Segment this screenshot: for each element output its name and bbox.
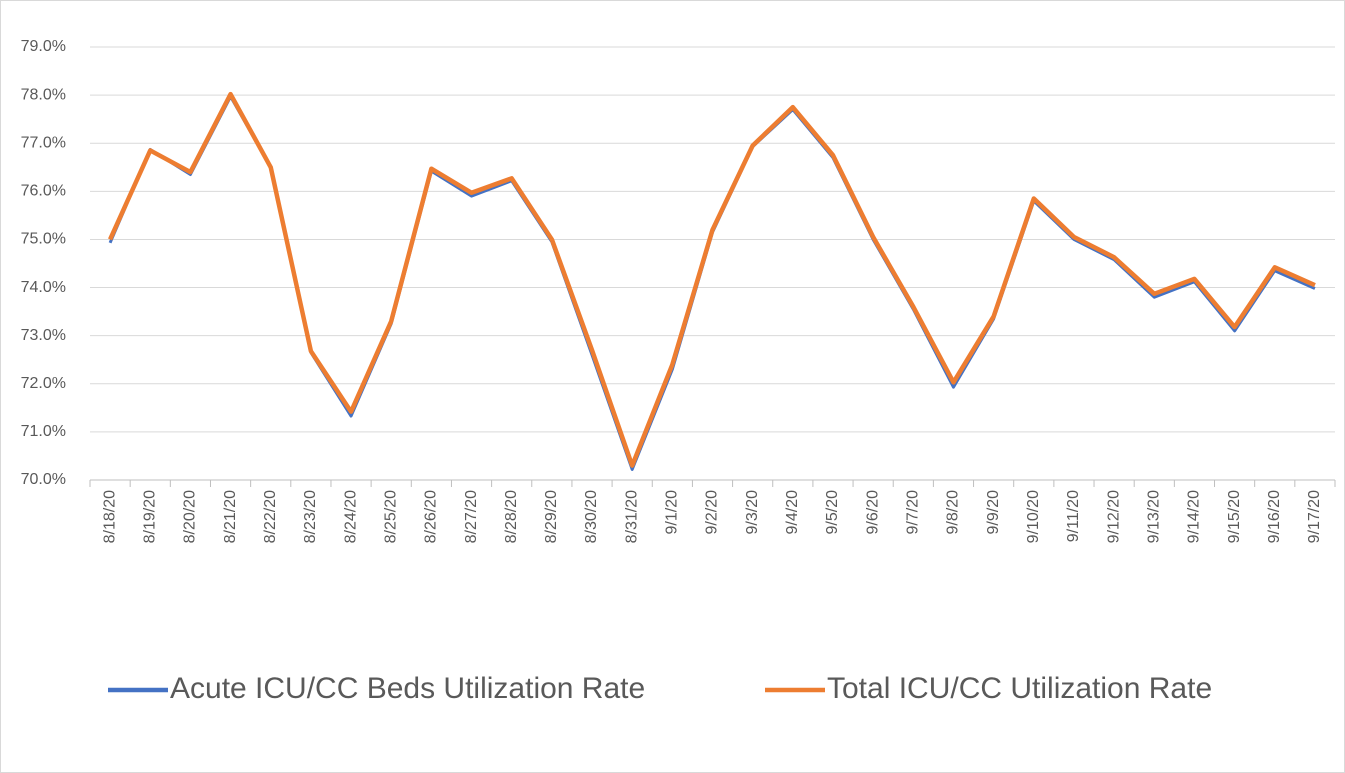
legend: Acute ICU/CC Beds Utilization Rate Total … (108, 672, 1212, 705)
y-tick-label: 70.0% (21, 471, 66, 488)
x-tick-label: 9/8/20 (945, 490, 962, 535)
x-tick-label: 8/30/20 (583, 490, 600, 543)
series-line (108, 91, 1316, 468)
x-tick-label: 9/6/20 (864, 490, 881, 535)
y-tick-label: 72.0% (21, 375, 66, 392)
y-tick-label: 78.0% (21, 86, 66, 103)
legend-label: Acute ICU/CC Beds Utilization Rate (170, 672, 645, 705)
x-tick-label: 9/14/20 (1186, 490, 1203, 543)
x-tick-label: 9/3/20 (744, 490, 761, 535)
x-tick-label: 8/18/20 (101, 490, 118, 543)
y-tick-label: 76.0% (21, 183, 66, 200)
x-tick-label: 8/22/20 (262, 490, 279, 543)
x-tick-label: 9/9/20 (985, 490, 1002, 535)
y-tick-label: 75.0% (21, 231, 66, 248)
x-tick-label: 8/21/20 (222, 490, 239, 543)
y-tick-label: 77.0% (21, 134, 66, 151)
x-tick-label: 9/12/20 (1105, 490, 1122, 543)
x-tick-label: 9/15/20 (1226, 490, 1243, 543)
x-tick-label: 9/4/20 (784, 490, 801, 535)
legend-label: Total ICU/CC Utilization Rate (827, 672, 1212, 705)
y-tick-label: 71.0% (21, 423, 66, 440)
x-tick-label: 9/11/20 (1065, 490, 1082, 542)
x-tick-label: 9/5/20 (824, 490, 841, 535)
x-tick-label: 9/1/20 (664, 490, 681, 535)
x-tick-label: 9/13/20 (1145, 490, 1162, 543)
x-tick-label: 8/31/20 (623, 490, 640, 543)
x-tick-label: 8/26/20 (423, 490, 440, 543)
x-tick-label: 8/29/20 (543, 490, 560, 543)
x-tick-label: 9/2/20 (704, 490, 721, 535)
x-tick-label: 8/19/20 (141, 490, 158, 543)
x-tick-label: 8/24/20 (342, 490, 359, 543)
x-tick-label: 9/7/20 (905, 490, 922, 535)
x-tick-label: 8/20/20 (182, 490, 199, 543)
x-tick-label: 8/27/20 (463, 490, 480, 543)
x-tick-label: 8/28/20 (503, 490, 520, 543)
x-tick-label: 9/16/20 (1266, 490, 1283, 543)
x-tick-label: 9/10/20 (1025, 490, 1042, 543)
y-tick-label: 74.0% (21, 279, 66, 296)
x-tick-label: 8/25/20 (382, 490, 399, 543)
y-tick-label: 73.0% (21, 327, 66, 344)
x-tick-label: 9/17/20 (1306, 490, 1323, 543)
y-tick-label: 79.0% (21, 38, 66, 55)
x-tick-label: 8/23/20 (302, 490, 319, 543)
